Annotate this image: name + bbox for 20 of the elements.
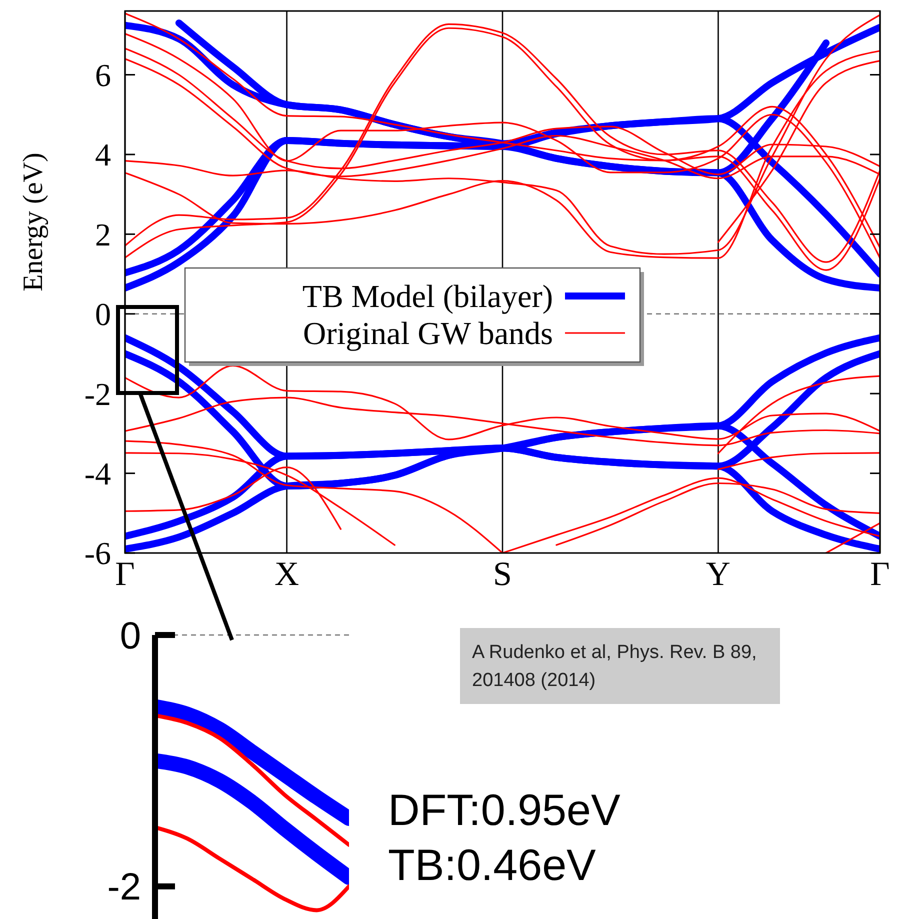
x-tick-label: X (274, 556, 300, 593)
y-tick-label: -6 (84, 535, 111, 572)
y-tick-label: -2 (107, 866, 141, 909)
x-tick-label: Y (706, 556, 730, 593)
y-tick-label: 6 (95, 56, 111, 93)
y-tick-label: -4 (84, 455, 111, 492)
text: DFT:0.95eV (388, 786, 621, 835)
text: TB:0.46eV (388, 841, 597, 890)
y-tick-label: 2 (95, 216, 111, 252)
legend-label: Original GW bands (302, 315, 553, 352)
y-axis-title: Energy (eV) (18, 152, 49, 292)
legend-label: TB Model (bilayer) (302, 278, 553, 314)
y-tick-label: 0 (120, 615, 141, 658)
y-tick-label: 0 (95, 296, 111, 332)
x-tick-label: Γ (115, 556, 135, 593)
x-tick-label: S (493, 556, 512, 593)
x-tick-label: Γ (870, 556, 890, 593)
y-tick-label: 4 (95, 136, 111, 173)
y-tick-label: -2 (84, 376, 111, 412)
text: A Rudenko et al, Phys. Rev. B 89, 201408 (2014) (472, 642, 757, 691)
